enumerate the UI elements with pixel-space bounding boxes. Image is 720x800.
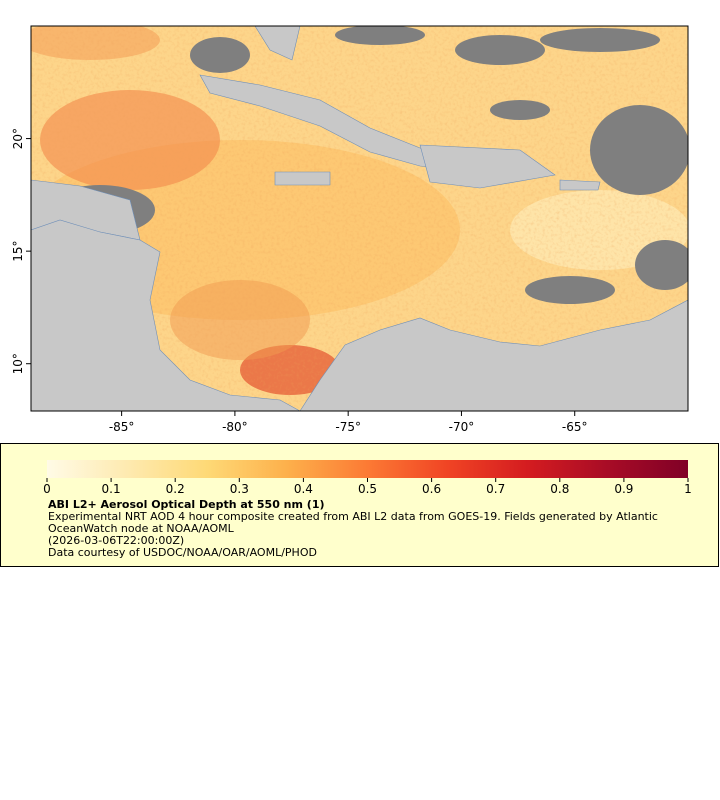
x-tick-label: -75°	[335, 420, 361, 434]
x-tick-label: -70°	[449, 420, 475, 434]
colorbar-tick-label: 0.6	[422, 482, 441, 496]
colorbar-tick-label: 0.5	[358, 482, 377, 496]
colorbar-tick-label: 0.7	[486, 482, 505, 496]
map-image	[31, 26, 688, 411]
colorbar-tick-label: 0.9	[614, 482, 633, 496]
y-tick-label: 15°	[11, 241, 25, 262]
x-tick-label: -65°	[562, 420, 588, 434]
x-tick-label: -80°	[222, 420, 248, 434]
x-tick-label: -85°	[109, 420, 135, 434]
legend-description: Experimental NRT AOD 4 hour composite cr…	[48, 510, 658, 535]
legend-credit: Data courtesy of USDOC/NOAA/OAR/AOML/PHO…	[48, 546, 317, 559]
colorbar-tick-label: 0	[43, 482, 51, 496]
legend-title: ABI L2+ Aerosol Optical Depth at 550 nm …	[48, 498, 325, 511]
colorbar-tick-label: 0.1	[102, 482, 121, 496]
colorbar-tick-label: 0.2	[166, 482, 185, 496]
legend-text: ABI L2+ Aerosol Optical Depth at 550 nm …	[48, 499, 698, 559]
colorbar-tick-label: 0.3	[230, 482, 249, 496]
colorbar-tick-label: 0.4	[294, 482, 313, 496]
colorbar-tick-label: 0.8	[550, 482, 569, 496]
colorbar-tick-label: 1	[684, 482, 692, 496]
y-tick-label: 20°	[11, 128, 25, 149]
legend-timestamp: (2026-03-06T22:00:00Z)	[48, 534, 185, 547]
colorbar	[47, 460, 688, 478]
map-frame	[30, 25, 689, 412]
y-tick-label: 10°	[11, 353, 25, 374]
